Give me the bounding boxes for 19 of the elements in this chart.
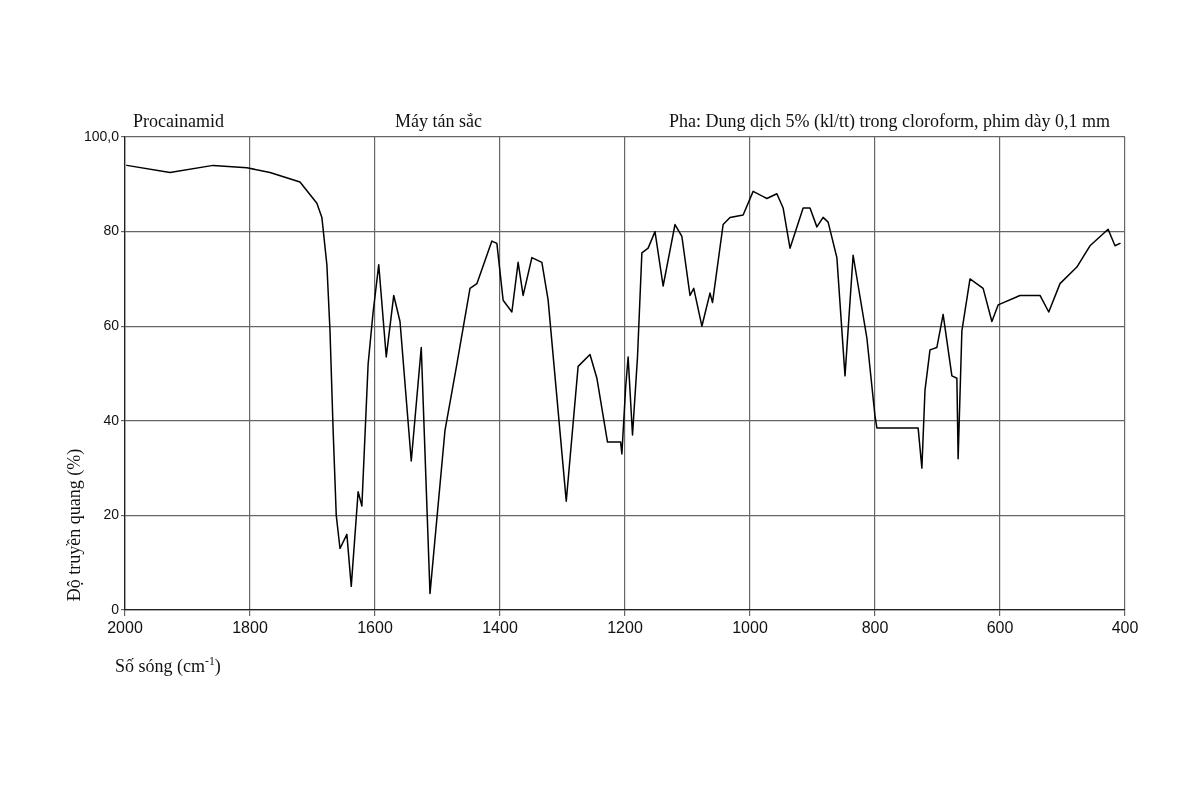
text: Pha: Dung dịch 5% (kl/tt) trong cloroform, phim dày 0,1 mm — [669, 111, 1111, 132]
y-axis-title: Độ truyền quang (%) — [64, 448, 85, 602]
x-tick-label: 2000 — [107, 619, 143, 637]
y-tick-label: 20 — [103, 506, 120, 523]
x-tick-label: 1400 — [482, 619, 518, 637]
x-tick-label: 400 — [1111, 619, 1139, 637]
x-tick-label: 600 — [986, 619, 1014, 637]
text: Máy tán sắc — [395, 111, 482, 131]
chart-title: Procainamid — [133, 111, 224, 131]
y-tick-label: 40 — [103, 411, 120, 428]
x-tick-label: 1200 — [607, 619, 643, 637]
y-tick-label: 60 — [103, 317, 120, 334]
x-tick-label: 1000 — [732, 619, 768, 637]
y-tick-label: 80 — [103, 222, 120, 239]
x-tick-label: 1600 — [357, 619, 393, 637]
x-tick-label: 800 — [861, 619, 889, 637]
x-tick-label: 1800 — [232, 619, 268, 637]
y-tick-label: 0 — [111, 600, 120, 617]
y-tick-label: 100,0 — [83, 127, 120, 144]
